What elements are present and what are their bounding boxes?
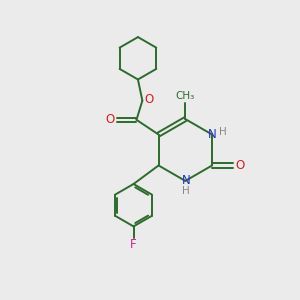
Text: O: O: [144, 93, 154, 106]
Text: H: H: [182, 186, 190, 196]
Text: CH₃: CH₃: [176, 92, 195, 101]
Text: O: O: [235, 159, 244, 172]
Text: N: N: [208, 128, 217, 141]
Text: N: N: [182, 174, 190, 188]
Text: H: H: [219, 127, 227, 136]
Text: O: O: [105, 113, 115, 126]
Text: F: F: [130, 238, 137, 250]
